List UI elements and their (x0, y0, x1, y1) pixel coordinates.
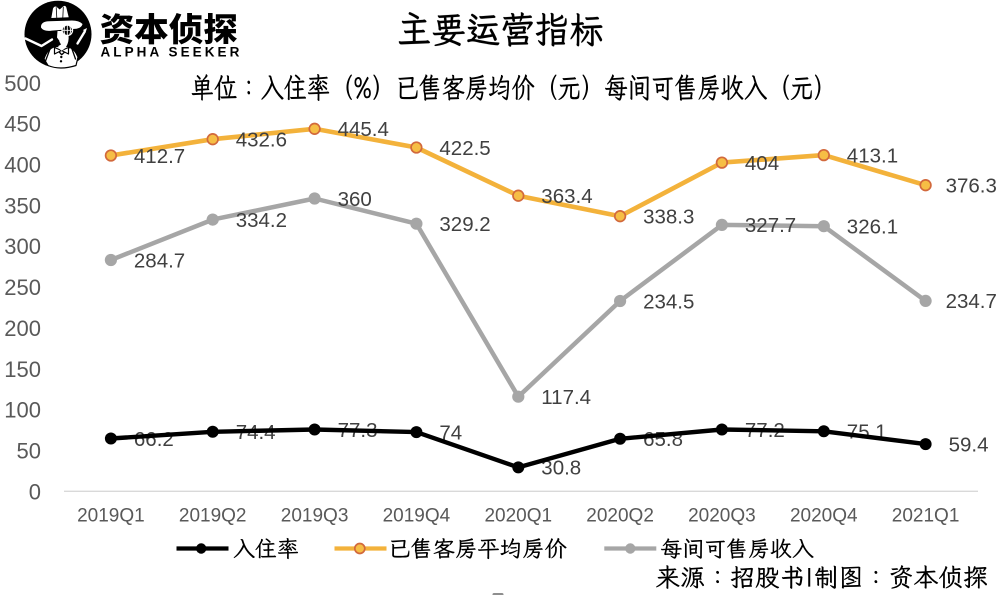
svg-text:0: 0 (29, 479, 41, 504)
svg-text:327.7: 327.7 (745, 214, 796, 237)
svg-text:234.7: 234.7 (946, 290, 997, 313)
svg-text:360: 360 (338, 188, 372, 211)
svg-text:250: 250 (4, 275, 41, 300)
svg-text:413.1: 413.1 (847, 144, 898, 167)
svg-text:2019Q1: 2019Q1 (77, 505, 145, 526)
svg-text:2019Q4: 2019Q4 (383, 505, 451, 526)
svg-text:300: 300 (4, 234, 41, 259)
svg-text:334.2: 334.2 (236, 209, 287, 232)
svg-text:404: 404 (745, 152, 779, 175)
svg-text:400: 400 (4, 153, 41, 178)
svg-text:2019Q3: 2019Q3 (281, 505, 349, 526)
svg-text:234.5: 234.5 (643, 290, 694, 313)
svg-text:376.3: 376.3 (946, 175, 997, 198)
svg-text:363.4: 363.4 (541, 185, 592, 208)
svg-text:74: 74 (439, 421, 462, 444)
svg-text:445.4: 445.4 (338, 118, 389, 141)
svg-text:412.7: 412.7 (134, 145, 185, 168)
svg-text:66.2: 66.2 (134, 428, 174, 451)
svg-text:284.7: 284.7 (134, 249, 185, 272)
svg-text:117.4: 117.4 (541, 386, 591, 409)
svg-text:326.1: 326.1 (847, 216, 898, 239)
svg-text:30.8: 30.8 (541, 457, 581, 480)
svg-text:100: 100 (4, 398, 41, 423)
svg-text:59.4: 59.4 (949, 433, 989, 456)
svg-text:2020Q2: 2020Q2 (586, 505, 654, 526)
svg-text:422.5: 422.5 (439, 137, 490, 160)
svg-text:ALPHA SEEKER: ALPHA SEEKER (101, 45, 243, 60)
svg-text:2020Q1: 2020Q1 (484, 505, 552, 526)
svg-text:50: 50 (17, 439, 41, 464)
svg-text:450: 450 (4, 112, 41, 137)
svg-text:2021Q1: 2021Q1 (892, 505, 960, 526)
svg-text:329.2: 329.2 (439, 213, 490, 236)
svg-text:2020Q3: 2020Q3 (688, 505, 756, 526)
svg-text:150: 150 (4, 357, 41, 382)
svg-text:350: 350 (4, 193, 41, 218)
svg-text:2019Q2: 2019Q2 (179, 505, 247, 526)
svg-text:338.3: 338.3 (643, 206, 694, 229)
svg-text:200: 200 (4, 316, 41, 341)
svg-text:432.6: 432.6 (236, 129, 287, 152)
svg-text:2020Q4: 2020Q4 (790, 505, 858, 526)
svg-text:500: 500 (4, 71, 41, 96)
